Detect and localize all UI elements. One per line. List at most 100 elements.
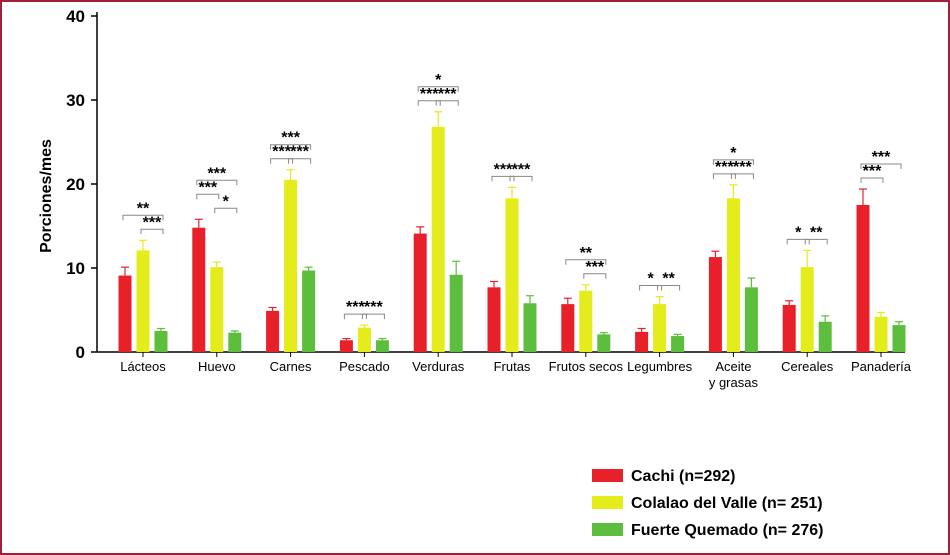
bar <box>210 267 224 352</box>
bar <box>302 270 316 352</box>
legend-swatch <box>592 496 623 509</box>
x-tick-label: Verduras <box>412 359 465 374</box>
bar <box>118 275 132 352</box>
significance-bracket <box>860 163 902 170</box>
significance-bracket <box>639 285 663 291</box>
bar <box>339 340 353 352</box>
bar <box>228 332 242 352</box>
significance-bracket <box>361 313 385 320</box>
bar <box>579 290 593 352</box>
significance-label: ** <box>580 245 593 262</box>
significance-bracket <box>565 259 607 265</box>
significance-label: ** <box>137 200 150 217</box>
x-tick-label-line: Pescado <box>339 359 390 374</box>
legend-swatch <box>592 469 623 482</box>
significance-bracket <box>786 238 810 245</box>
x-tick-label-line: Carnes <box>270 359 312 374</box>
x-tick-label: Huevo <box>198 359 236 374</box>
significance-label: *** <box>420 86 439 103</box>
legend-label: Colalao del Valle (n= 251) <box>631 495 823 512</box>
significance-label: * <box>223 193 230 210</box>
significance-label: *** <box>272 144 291 161</box>
legend-swatch <box>592 523 623 536</box>
significance-label: *** <box>863 163 882 180</box>
significance-label: *** <box>364 299 383 316</box>
bar <box>726 198 740 352</box>
bar <box>671 336 685 352</box>
x-tick-label: Lácteos <box>120 359 166 374</box>
significance-bracket <box>583 273 607 279</box>
bar <box>284 179 298 352</box>
x-tick-label-line: Panadería <box>851 359 912 374</box>
significance-bracket <box>730 173 754 179</box>
significance-bracket <box>288 158 312 164</box>
significance-label: *** <box>733 159 752 176</box>
x-tick-label-line: Verduras <box>412 359 465 374</box>
bar <box>561 304 575 352</box>
bar <box>375 340 389 352</box>
significance-label: * <box>795 224 802 241</box>
significance-label: *** <box>494 161 513 178</box>
x-tick-label: Aceite y grasas <box>709 359 759 390</box>
x-tick-label: Carnes <box>270 359 312 374</box>
significance-bracket <box>509 175 533 182</box>
bars <box>118 111 906 352</box>
significance-bracket <box>214 207 238 214</box>
significance-label: *** <box>281 130 300 147</box>
y-tick-label: 10 <box>66 259 85 278</box>
x-tick-label: Frutas <box>494 359 531 374</box>
bar <box>874 316 888 352</box>
significance-label: *** <box>346 299 365 316</box>
y-tick-label: 40 <box>66 7 85 26</box>
significance-label: *** <box>290 144 309 161</box>
significance-bracket <box>417 86 459 92</box>
bar <box>523 303 537 352</box>
x-tick-label-line: y grasas <box>709 375 759 390</box>
significance-bracket <box>122 214 164 221</box>
significance-bracket <box>196 179 238 186</box>
bar <box>154 331 168 352</box>
significance-label: *** <box>438 86 457 103</box>
bar <box>892 325 906 352</box>
significance-label: * <box>647 271 654 288</box>
significance-bracket <box>417 100 441 106</box>
significance-bracket <box>343 313 367 320</box>
x-tick-label-line: Frutos secos <box>549 359 624 374</box>
bar <box>653 304 667 352</box>
bar <box>431 126 445 352</box>
significance-label: *** <box>143 214 162 231</box>
bar <box>635 331 649 352</box>
y-tick-label: 20 <box>66 175 85 194</box>
x-tick-label: Frutos secos <box>549 359 624 374</box>
significance-label: ** <box>662 271 675 288</box>
significance-label: *** <box>715 159 734 176</box>
significance-bracket <box>712 173 736 179</box>
bar <box>136 250 150 352</box>
x-tick-label-line: Legumbres <box>627 359 693 374</box>
bar <box>800 267 814 352</box>
x-tick-label-line: Cereales <box>781 359 834 374</box>
significance-label: *** <box>872 149 891 166</box>
bar <box>487 287 501 352</box>
y-tick-label: 30 <box>66 91 85 110</box>
significance-brackets: ***** ********** ********* ****** ******* ***… <box>122 72 902 320</box>
significance-bracket <box>270 144 312 150</box>
x-tick-label: Panadería <box>851 359 912 374</box>
x-tick-label: Cereales <box>781 359 834 374</box>
bar <box>413 233 427 352</box>
significance-bracket <box>491 175 515 182</box>
x-tick-label-line: Frutas <box>494 359 531 374</box>
significance-label: * <box>435 72 442 89</box>
bar <box>505 198 519 352</box>
x-tick-label-line: Huevo <box>198 359 236 374</box>
bar <box>192 227 206 352</box>
x-tick-label: Legumbres <box>627 359 693 374</box>
legend-label: Fuerte Quemado (n= 276) <box>631 522 824 539</box>
significance-bracket <box>140 228 164 235</box>
bar <box>357 327 371 352</box>
significance-label: *** <box>198 179 217 196</box>
bar <box>744 287 758 352</box>
bar <box>856 205 870 352</box>
